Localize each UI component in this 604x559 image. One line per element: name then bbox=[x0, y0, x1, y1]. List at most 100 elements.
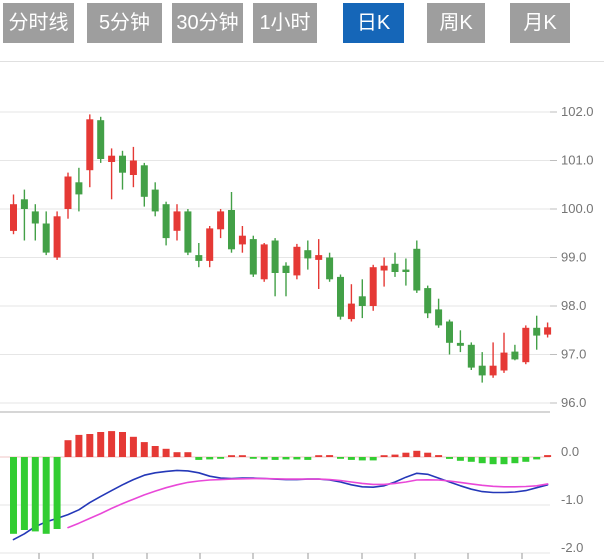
macd-bar bbox=[108, 431, 116, 457]
tab-30min[interactable]: 30分钟 bbox=[172, 3, 243, 43]
candle-body bbox=[533, 327, 541, 336]
macd-bar bbox=[31, 457, 39, 532]
candle-body bbox=[413, 248, 421, 291]
macd-bar bbox=[304, 457, 312, 460]
macd-dea-line bbox=[67, 477, 549, 529]
macd-axis-label: -2.0 bbox=[561, 540, 583, 555]
macd-bar bbox=[358, 457, 366, 461]
candle-body bbox=[129, 160, 137, 175]
macd-bar bbox=[337, 457, 344, 459]
macd-bar bbox=[238, 455, 246, 457]
candle-body bbox=[500, 352, 508, 371]
candle-body bbox=[380, 265, 388, 271]
candle-body bbox=[369, 267, 377, 306]
candle-body bbox=[456, 342, 464, 346]
tab-timeline[interactable]: 分时线 bbox=[3, 3, 74, 43]
candle-body bbox=[282, 265, 290, 273]
macd-bar bbox=[228, 455, 235, 457]
macd-bar bbox=[424, 452, 432, 457]
candle-body bbox=[435, 309, 443, 326]
candle-body bbox=[119, 155, 126, 173]
macd-bar bbox=[369, 457, 377, 461]
macd-axis-label: -1.0 bbox=[561, 492, 583, 507]
macd-bar bbox=[435, 455, 443, 457]
macd-bar bbox=[119, 432, 126, 457]
price-axis-label: 97.0 bbox=[561, 347, 586, 362]
tab-1hour[interactable]: 1小时 bbox=[253, 3, 317, 43]
candle-body bbox=[140, 165, 148, 197]
macd-bar bbox=[446, 457, 453, 459]
macd-bar bbox=[347, 457, 355, 460]
candle-body bbox=[489, 365, 497, 376]
candle-body bbox=[337, 276, 344, 317]
tab-daily-k[interactable]: 日K bbox=[343, 3, 404, 43]
macd-bar bbox=[293, 457, 301, 460]
candle-body bbox=[544, 327, 552, 335]
macd-bar bbox=[478, 457, 486, 464]
candle-body bbox=[238, 235, 246, 245]
candle-body bbox=[446, 321, 453, 343]
macd-bar bbox=[380, 455, 388, 457]
macd-bar bbox=[249, 457, 257, 459]
candle-body bbox=[522, 327, 530, 363]
candle-body bbox=[249, 239, 257, 275]
candle-body bbox=[228, 210, 235, 250]
macd-bar bbox=[86, 434, 94, 457]
price-axis-label: 96.0 bbox=[561, 395, 586, 410]
candle-body bbox=[42, 223, 50, 253]
macd-bar bbox=[162, 448, 170, 457]
candle-body bbox=[478, 365, 486, 376]
macd-bar bbox=[10, 457, 17, 534]
candle-body bbox=[75, 182, 83, 195]
candle-body bbox=[304, 250, 312, 259]
macd-bar bbox=[391, 454, 399, 457]
candle-body bbox=[195, 255, 203, 261]
macd-bar bbox=[140, 442, 148, 457]
candle-body bbox=[31, 211, 39, 224]
candle-body bbox=[206, 228, 214, 261]
candle-body bbox=[271, 240, 279, 273]
macd-bar bbox=[184, 452, 192, 457]
macd-bar bbox=[151, 446, 159, 457]
price-axis-label: 102.0 bbox=[561, 104, 594, 119]
macd-bar bbox=[64, 440, 72, 457]
macd-bar bbox=[173, 452, 181, 457]
macd-bar bbox=[413, 450, 421, 457]
candle-body bbox=[217, 211, 225, 230]
candle-body bbox=[10, 204, 17, 231]
candle-body bbox=[20, 199, 28, 209]
macd-bar bbox=[97, 432, 105, 457]
price-axis-label: 98.0 bbox=[561, 298, 586, 313]
tab-monthly-k[interactable]: 月K bbox=[510, 3, 570, 43]
candle-body bbox=[511, 351, 519, 360]
candle-body bbox=[86, 119, 94, 171]
candle-body bbox=[260, 244, 268, 280]
candle-body bbox=[184, 211, 192, 253]
candle-body bbox=[151, 189, 159, 212]
price-axis-label: 101.0 bbox=[561, 153, 594, 168]
macd-bar bbox=[544, 455, 552, 457]
macd-bar bbox=[75, 434, 83, 457]
candle-body bbox=[402, 269, 410, 272]
candle-body bbox=[64, 176, 72, 209]
candle-body bbox=[315, 255, 323, 260]
macd-bar bbox=[315, 455, 323, 457]
candle-body bbox=[162, 204, 170, 239]
candle-body bbox=[467, 344, 475, 368]
macd-bar bbox=[53, 457, 61, 529]
macd-bar bbox=[271, 457, 279, 460]
tab-5min[interactable]: 5分钟 bbox=[87, 3, 162, 43]
tab-weekly-k[interactable]: 周K bbox=[427, 3, 485, 43]
candle-body bbox=[293, 246, 301, 276]
price-axis-label: 99.0 bbox=[561, 250, 586, 265]
period-tabbar: 分时线 5分钟 30分钟 1小时 日K 周K 月K bbox=[0, 0, 604, 62]
price-axis-label: 100.0 bbox=[561, 201, 594, 216]
macd-bar bbox=[456, 457, 464, 461]
macd-bar bbox=[206, 457, 214, 460]
macd-axis-label: 0.0 bbox=[561, 444, 579, 459]
macd-bar bbox=[511, 457, 519, 464]
macd-bar bbox=[129, 436, 137, 457]
candle-body bbox=[173, 211, 181, 231]
